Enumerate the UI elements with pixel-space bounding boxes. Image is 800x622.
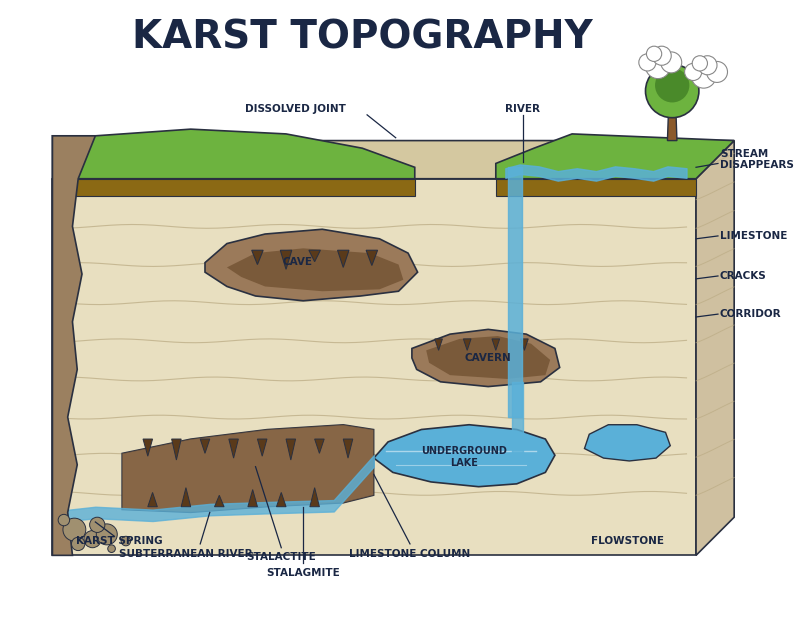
Text: RIVER: RIVER xyxy=(505,104,540,114)
Text: STALAGMITE: STALAGMITE xyxy=(266,568,340,578)
Polygon shape xyxy=(205,230,418,301)
Circle shape xyxy=(121,536,130,546)
Polygon shape xyxy=(286,439,295,460)
Circle shape xyxy=(691,63,716,88)
Circle shape xyxy=(84,531,101,548)
Circle shape xyxy=(58,514,70,526)
Circle shape xyxy=(646,64,699,118)
Polygon shape xyxy=(696,141,734,555)
Polygon shape xyxy=(338,250,349,267)
Circle shape xyxy=(692,56,707,71)
Circle shape xyxy=(646,46,662,62)
Circle shape xyxy=(706,62,727,83)
Circle shape xyxy=(63,518,86,541)
Text: CRACKS: CRACKS xyxy=(720,271,766,281)
Polygon shape xyxy=(258,439,267,456)
Polygon shape xyxy=(496,179,696,196)
Polygon shape xyxy=(309,250,320,262)
Polygon shape xyxy=(585,425,670,461)
Polygon shape xyxy=(181,488,190,507)
Circle shape xyxy=(646,54,670,78)
Circle shape xyxy=(96,524,118,545)
Polygon shape xyxy=(277,493,286,507)
Circle shape xyxy=(698,56,717,75)
Text: UNDERGROUND
LAKE: UNDERGROUND LAKE xyxy=(422,447,507,468)
Circle shape xyxy=(685,63,702,80)
Text: FLOWSTONE: FLOWSTONE xyxy=(591,536,664,546)
Polygon shape xyxy=(122,425,374,513)
Polygon shape xyxy=(366,250,378,266)
Polygon shape xyxy=(53,129,414,179)
Polygon shape xyxy=(214,495,224,507)
Polygon shape xyxy=(200,439,210,453)
Polygon shape xyxy=(53,179,414,196)
Circle shape xyxy=(652,46,671,65)
Text: CAVERN: CAVERN xyxy=(465,353,511,363)
Text: STREAM
DISAPPEARS: STREAM DISAPPEARS xyxy=(720,149,794,170)
Text: STALACTITE: STALACTITE xyxy=(246,552,316,562)
Text: CORRIDOR: CORRIDOR xyxy=(720,309,782,319)
Polygon shape xyxy=(374,425,555,486)
Polygon shape xyxy=(521,339,528,350)
Text: LIMESTONE COLUMN: LIMESTONE COLUMN xyxy=(350,549,470,559)
Circle shape xyxy=(90,518,105,532)
Polygon shape xyxy=(412,330,560,387)
Text: SUBTERRANEAN RIVER: SUBTERRANEAN RIVER xyxy=(119,549,253,559)
Text: DISSOLVED JOINT: DISSOLVED JOINT xyxy=(245,104,346,114)
Polygon shape xyxy=(280,250,292,269)
Polygon shape xyxy=(434,339,442,350)
Text: KARST SPRING: KARST SPRING xyxy=(76,536,163,546)
Circle shape xyxy=(108,545,115,552)
Circle shape xyxy=(639,54,656,71)
Polygon shape xyxy=(496,134,734,179)
Polygon shape xyxy=(148,493,158,507)
Polygon shape xyxy=(122,425,374,513)
Text: CAVE: CAVE xyxy=(282,257,313,267)
Circle shape xyxy=(655,68,690,103)
Polygon shape xyxy=(172,439,181,460)
Polygon shape xyxy=(463,339,471,350)
Polygon shape xyxy=(53,179,696,555)
Circle shape xyxy=(71,537,85,550)
Text: KARST TOPOGRAPHY: KARST TOPOGRAPHY xyxy=(132,19,593,57)
Polygon shape xyxy=(310,488,319,507)
Polygon shape xyxy=(667,114,677,141)
Circle shape xyxy=(661,52,682,73)
Polygon shape xyxy=(53,136,95,555)
Polygon shape xyxy=(248,490,258,507)
Polygon shape xyxy=(229,439,238,458)
Polygon shape xyxy=(143,439,153,456)
Polygon shape xyxy=(492,339,500,350)
Polygon shape xyxy=(314,439,324,453)
Text: LIMESTONE: LIMESTONE xyxy=(720,231,787,241)
Polygon shape xyxy=(252,250,263,264)
Polygon shape xyxy=(426,336,550,379)
Polygon shape xyxy=(53,141,734,179)
Polygon shape xyxy=(227,248,403,291)
Polygon shape xyxy=(343,439,353,458)
